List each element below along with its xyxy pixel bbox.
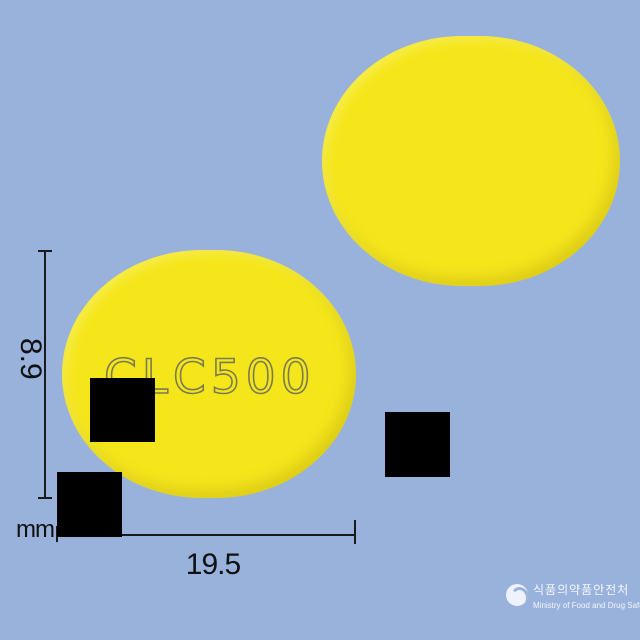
redaction-box <box>90 378 155 442</box>
ministry-swirl-icon <box>506 584 528 606</box>
height-dimension-line <box>44 250 46 498</box>
width-dimension-label: 19.5 <box>185 548 241 581</box>
dimension-unit-label: mm <box>16 516 55 543</box>
height-dimension-tick-top <box>38 250 52 252</box>
width-dimension-tick-left <box>56 526 58 542</box>
watermark-english-text: Ministry of Food and Drug Safety <box>533 601 640 610</box>
width-dimension-line <box>56 534 356 536</box>
tablet-front-view <box>62 250 356 498</box>
height-dimension-label: 8.9 <box>14 338 47 380</box>
height-dimension-tick-bottom <box>38 497 52 499</box>
width-dimension-tick-right <box>354 520 356 544</box>
tablet-back-view <box>322 36 620 286</box>
redaction-box <box>57 472 122 537</box>
redaction-box <box>385 412 450 477</box>
watermark-korean-text: 식품의약품안전처 <box>533 583 630 597</box>
